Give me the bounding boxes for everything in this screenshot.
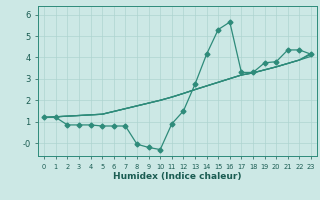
X-axis label: Humidex (Indice chaleur): Humidex (Indice chaleur) (113, 172, 242, 181)
